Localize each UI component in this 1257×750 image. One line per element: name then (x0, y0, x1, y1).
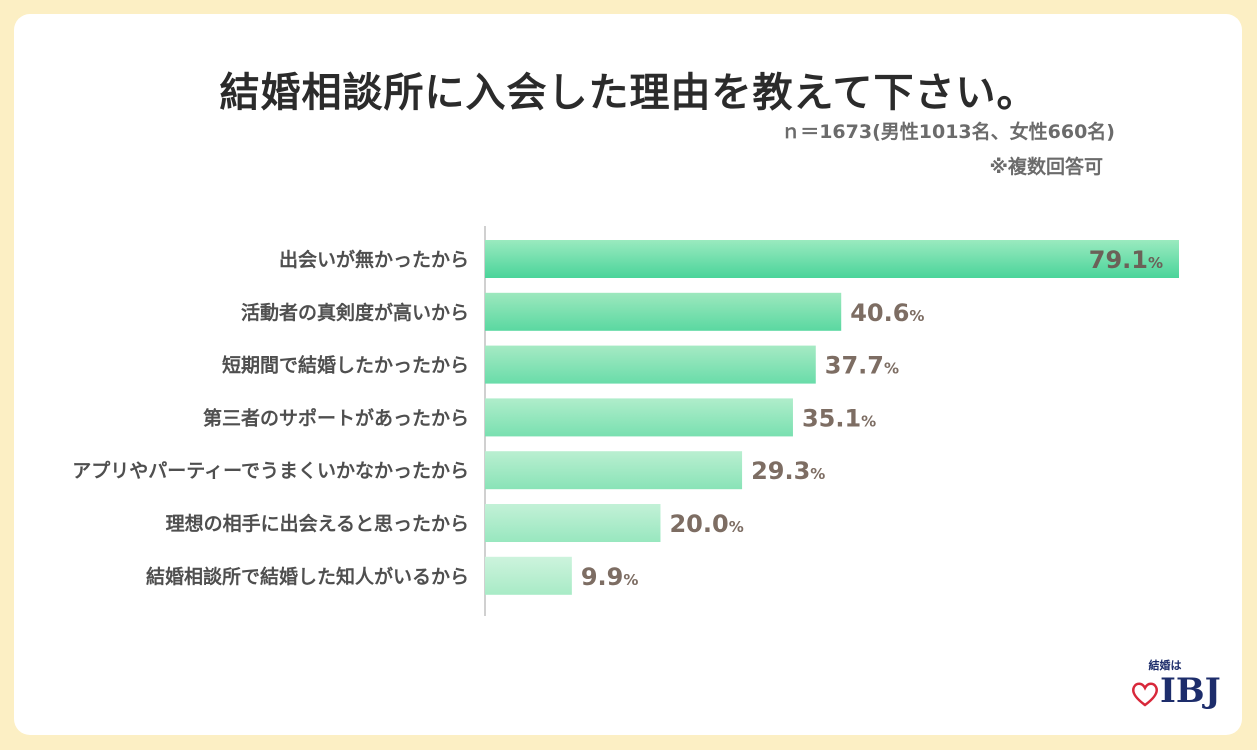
category-label-6: 理想の相手に出会えると思ったから (166, 512, 469, 535)
category-label-2: 活動者の真剣度が高いから (241, 301, 469, 324)
value-label-7: 9.9% (581, 563, 639, 591)
logo-tagline: 結婚は (1148, 659, 1182, 672)
bar-6 (485, 504, 661, 542)
value-label-4: 35.1% (802, 404, 876, 432)
category-label-3: 短期間で結婚したかったから (222, 354, 469, 377)
chart-title: 結婚相談所に入会した理由を教えて下さい。 (219, 70, 1038, 116)
value-label-6: 20.0% (669, 510, 743, 538)
category-label-1: 出会いが無かったから (279, 248, 469, 271)
bar-7 (485, 556, 572, 595)
bar-2 (485, 292, 842, 331)
bars-group: 出会いが無かったから 79.1% 活動者の真剣度が高いから 40.6% 短期間で結婚した… (72, 240, 1179, 595)
value-label-3: 37.7% (825, 352, 899, 380)
heart-icon (1132, 682, 1158, 707)
multiple-answer-note: ※複数回答可 (989, 156, 1103, 178)
bar-1 (485, 240, 1179, 278)
value-label-2: 40.6% (850, 299, 924, 327)
value-label-1: 79.1% (1089, 246, 1163, 274)
value-label-5: 29.3% (751, 457, 825, 485)
category-label-7: 結婚相談所で結婚した知人がいるから (146, 565, 469, 588)
logo-wordmark: IBJ (1160, 671, 1221, 711)
category-label-4: 第三者のサポートがあったから (203, 406, 469, 429)
bar-3 (485, 345, 816, 384)
ibj-logo: 結婚は IBJ (1130, 655, 1221, 725)
category-label-5: アプリやパーティーでうまくいかなかったから (72, 459, 469, 482)
bar-4 (485, 398, 793, 437)
bar-5 (485, 451, 743, 490)
sample-size-note: ｎ＝1673(男性1013名、女性660名) (781, 121, 1115, 143)
